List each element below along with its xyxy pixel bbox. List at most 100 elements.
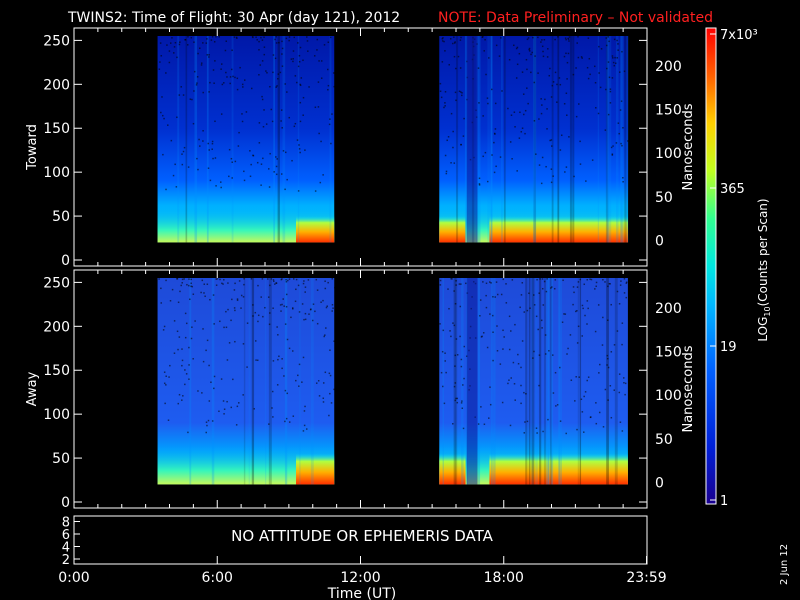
noise-speck <box>205 421 208 424</box>
noise-speck <box>301 303 304 305</box>
noise-speck <box>445 170 448 173</box>
noise-speck <box>524 421 526 423</box>
data-streak <box>608 36 612 243</box>
noise-speck <box>275 173 278 176</box>
noise-speck <box>188 364 190 366</box>
noise-speck <box>622 127 624 129</box>
noise-speck <box>607 113 610 116</box>
noise-speck <box>576 286 579 288</box>
data-streak <box>487 36 490 243</box>
noise-speck <box>208 91 210 93</box>
peak-count-band <box>296 453 335 485</box>
noise-speck <box>272 416 274 418</box>
noise-speck <box>538 164 541 166</box>
noise-speck <box>220 63 223 65</box>
colorbar-tick-label: 365 <box>720 182 745 197</box>
noise-speck <box>553 287 556 290</box>
noise-speck <box>594 81 597 84</box>
noise-speck <box>613 344 616 346</box>
noise-speck <box>598 45 600 48</box>
noise-speck <box>325 327 327 329</box>
noise-speck <box>517 362 520 365</box>
noise-speck <box>614 62 617 65</box>
data-streak <box>282 36 286 243</box>
noise-speck <box>256 161 259 164</box>
noise-speck <box>461 92 463 94</box>
noise-speck <box>174 41 177 44</box>
data-streak <box>550 278 554 485</box>
noise-speck <box>595 422 598 425</box>
colorbar: 7x10³ 365 19 1 LOG10(Counts per Scan) <box>705 27 772 509</box>
noise-speck <box>613 64 616 67</box>
noise-speck <box>609 283 611 285</box>
noise-speck <box>566 78 568 80</box>
noise-speck <box>233 36 236 38</box>
noise-speck <box>518 52 521 55</box>
noise-speck <box>542 430 544 433</box>
noise-speck <box>275 86 277 88</box>
noise-speck <box>169 300 172 302</box>
noise-speck <box>550 287 552 289</box>
noise-speck <box>323 44 326 46</box>
noise-speck <box>572 286 575 288</box>
noise-speck <box>586 278 588 281</box>
noise-speck <box>311 319 314 322</box>
noise-speck <box>489 386 491 388</box>
noise-speck <box>460 365 463 368</box>
noise-speck <box>290 316 292 319</box>
noise-speck <box>590 278 593 281</box>
noise-speck <box>260 184 262 186</box>
noise-speck <box>331 310 333 312</box>
noise-speck <box>215 278 217 280</box>
noise-speck <box>505 283 507 285</box>
noise-speck <box>532 36 534 39</box>
noise-speck <box>328 123 331 126</box>
noise-speck <box>294 122 297 125</box>
noise-speck <box>234 340 236 343</box>
noise-speck <box>455 284 457 286</box>
noise-speck <box>454 382 457 384</box>
noise-speck <box>272 307 274 309</box>
noise-speck <box>159 61 161 63</box>
noise-speck <box>260 163 263 165</box>
noise-speck <box>572 73 575 76</box>
noise-speck <box>616 330 619 332</box>
noise-speck <box>207 419 210 422</box>
noise-speck <box>574 400 576 402</box>
noise-speck <box>622 180 624 183</box>
noise-speck <box>540 112 543 115</box>
noise-speck <box>609 90 612 93</box>
y-tick-label: 200 <box>43 77 70 93</box>
y2-tick-label: 50 <box>655 190 673 206</box>
data-streak <box>525 278 528 485</box>
noise-speck <box>236 37 238 39</box>
noise-speck <box>607 399 609 401</box>
noise-speck <box>212 69 215 71</box>
noise-speck <box>291 350 294 352</box>
noise-speck <box>511 279 514 281</box>
noise-speck <box>591 159 594 161</box>
data-streak <box>546 278 550 485</box>
noise-speck <box>192 358 194 360</box>
noise-speck <box>494 296 496 298</box>
noise-speck <box>184 369 186 371</box>
noise-speck <box>489 313 491 315</box>
noise-speck <box>569 334 572 336</box>
noise-speck <box>204 295 206 298</box>
noise-speck <box>214 157 217 159</box>
noise-speck <box>509 141 512 143</box>
noise-speck <box>327 84 330 87</box>
noise-speck <box>602 426 605 428</box>
noise-speck <box>453 42 456 44</box>
noise-speck <box>458 90 461 93</box>
noise-speck <box>577 56 580 59</box>
noise-speck <box>614 56 616 59</box>
noise-speck <box>330 142 332 145</box>
noise-speck <box>252 304 254 306</box>
noise-speck <box>174 163 176 166</box>
noise-speck <box>543 38 546 41</box>
noise-speck <box>202 91 204 94</box>
noise-speck <box>450 278 452 280</box>
noise-speck <box>262 157 264 160</box>
noise-speck <box>176 330 179 333</box>
